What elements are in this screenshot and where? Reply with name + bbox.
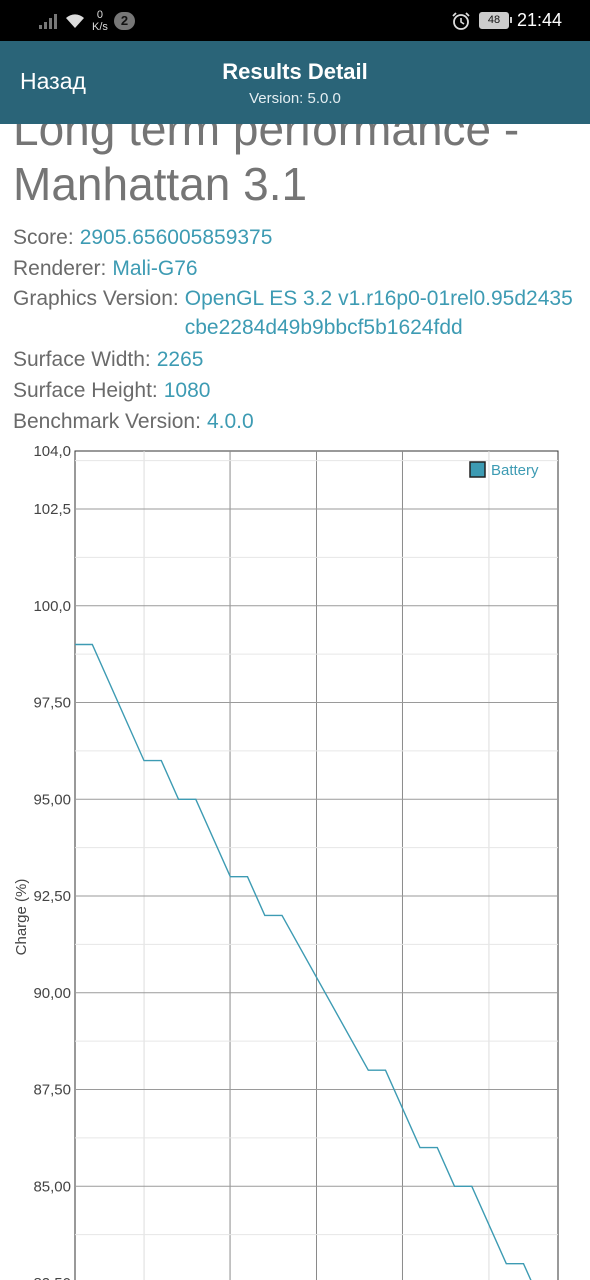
battery-icon: 48	[478, 12, 512, 29]
alarm-clock-icon	[452, 11, 470, 30]
y-tick-label: 87,50	[33, 1082, 71, 1099]
y-tick-label: 90,00	[33, 985, 71, 1002]
info-row-benchmark-version: Benchmark Version: 4.0.0	[13, 406, 583, 437]
y-tick-label: 82,50	[33, 1275, 71, 1280]
y-tick-label: 85,00	[33, 1178, 71, 1195]
results-content[interactable]: Long term performance - Manhattan 3.1 Sc…	[0, 124, 590, 1280]
wifi-icon	[66, 13, 84, 28]
y-tick-label: 97,50	[33, 695, 71, 712]
info-label: Benchmark Version:	[13, 410, 201, 433]
y-tick-label: 104,0	[33, 443, 71, 460]
clock: 21:44	[516, 10, 562, 30]
y-tick-label: 100,0	[33, 598, 71, 615]
back-button[interactable]: Назад	[20, 68, 86, 94]
info-label: Surface Width:	[13, 348, 151, 371]
info-row-renderer: Renderer: Mali-G76	[13, 253, 583, 284]
info-label: Score:	[13, 226, 74, 249]
cellular-signal-icon	[39, 13, 57, 29]
battery-series-line	[75, 643, 532, 1280]
benchmark-version-value: 4.0.0	[206, 410, 254, 433]
status-left: 0 K/s 2	[38, 0, 136, 41]
y-tick-label: 102,5	[33, 501, 71, 518]
app-bar: Назад Results Detail Version: 5.0.0	[0, 41, 590, 124]
info-label: Surface Height:	[13, 379, 158, 402]
y-axis-label: Charge (%)	[13, 879, 30, 956]
surface-width-value: 2265	[156, 348, 204, 371]
network-speed: 0 K/s	[92, 8, 108, 33]
legend-label: Battery	[491, 462, 539, 479]
page-title: Results Detail	[222, 59, 368, 84]
version-subtitle: Version: 5.0.0	[249, 90, 341, 107]
y-tick-label: 92,50	[33, 888, 71, 905]
status-bar: 0 K/s 2 48 21:44	[0, 0, 590, 41]
info-label: Graphics Version:	[13, 287, 179, 310]
legend-swatch	[469, 461, 486, 478]
info-row-score: Score: 2905.656005859375	[13, 222, 583, 253]
status-right: 48 21:44	[451, 0, 562, 41]
info-row-graphics-version: Graphics Version: OpenGL ES 3.2 v1.r16p0…	[13, 284, 583, 344]
notification-count-badge: 2	[113, 11, 136, 30]
score-value: 2905.656005859375	[79, 226, 273, 249]
info-label: Renderer:	[13, 257, 107, 280]
info-row-surface-width: Surface Width: 2265	[13, 344, 583, 375]
renderer-value: Mali-G76	[112, 257, 198, 280]
battery-charge-chart: 104,0 102,5 100,0 97,50 95,00 92,50 90,00 87,50…	[13, 443, 559, 1280]
info-row-surface-height: Surface Height: 1080	[13, 375, 583, 406]
y-tick-label: 95,00	[33, 791, 71, 808]
graphics-version-value: OpenGL ES 3.2 v1.r16p0-01rel0.95d2435cbe…	[184, 287, 573, 339]
test-title: Long term performance - Manhattan 3.1	[13, 124, 520, 210]
surface-height-value: 1080	[163, 379, 211, 402]
result-info: Score: 2905.656005859375 Renderer: Mali-…	[13, 222, 583, 437]
